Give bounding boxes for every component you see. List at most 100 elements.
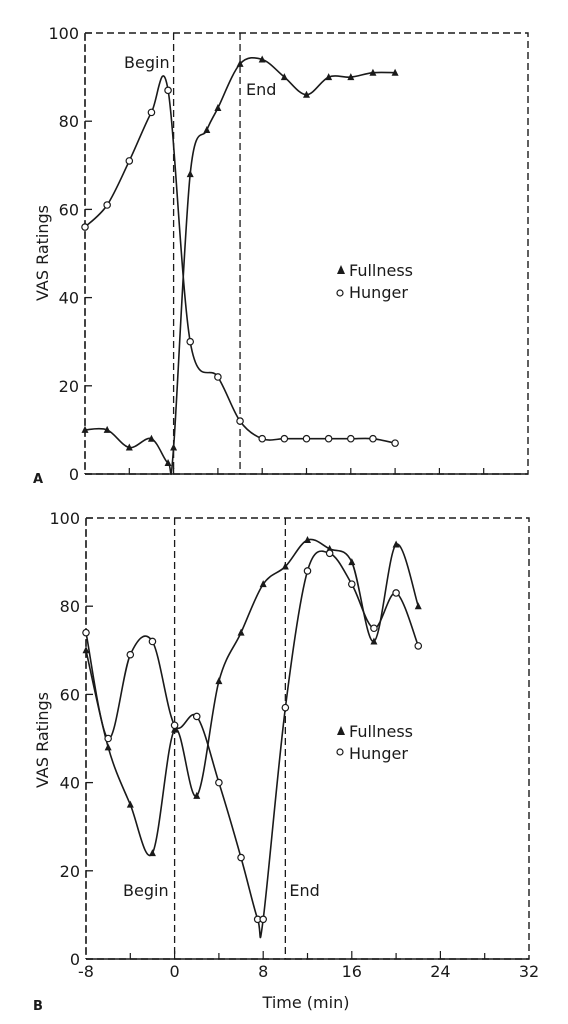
x-tick-label: 24 xyxy=(430,962,450,981)
legend-label-fullness: Fullness xyxy=(349,722,413,741)
data-point-hunger xyxy=(81,223,89,231)
data-point-fullness xyxy=(414,602,422,610)
data-point-fullness xyxy=(193,791,201,799)
data-point-hunger xyxy=(236,417,244,425)
data-point-hunger xyxy=(164,86,172,95)
data-point-hunger xyxy=(346,434,355,443)
data-point-hunger xyxy=(82,628,90,637)
data-point-hunger xyxy=(104,734,112,743)
legend-marker-fullness xyxy=(337,726,345,735)
x-tick-label: -8 xyxy=(78,962,94,981)
y-tick-label: 60 xyxy=(59,200,79,219)
data-point-hunger xyxy=(303,567,312,575)
data-point-hunger xyxy=(126,650,135,659)
annotation-label: Begin xyxy=(124,53,170,72)
y-tick-label: 40 xyxy=(59,289,79,308)
data-point-hunger xyxy=(347,580,356,588)
data-point-fullness xyxy=(164,458,172,466)
data-point-fullness xyxy=(236,59,244,67)
legend-marker-hunger xyxy=(336,748,344,756)
data-point-hunger xyxy=(370,624,378,633)
data-point-fullness xyxy=(369,68,377,76)
legend-marker-fullness xyxy=(337,265,345,274)
data-point-fullness xyxy=(147,434,155,442)
y-axis-label: VAS Ratings xyxy=(33,205,52,301)
data-point-hunger xyxy=(237,853,245,862)
data-point-hunger xyxy=(280,434,289,443)
data-point-hunger xyxy=(215,778,223,787)
data-point-fullness xyxy=(348,558,356,566)
data-point-hunger xyxy=(214,373,222,381)
x-tick-label: 32 xyxy=(519,962,539,981)
data-point-fullness xyxy=(148,849,156,857)
legend-marker-hunger xyxy=(336,289,344,297)
x-tick-label: 8 xyxy=(258,962,268,981)
y-tick-label: 60 xyxy=(60,685,80,704)
data-point-fullness xyxy=(303,90,310,98)
annotation-label: End xyxy=(289,881,319,900)
data-point-fullness xyxy=(81,425,89,433)
y-tick-label: 0 xyxy=(70,950,80,969)
y-axis-label: VAS Ratings xyxy=(33,692,52,788)
series-layer xyxy=(82,536,423,939)
plot-frame xyxy=(84,32,529,475)
y-tick-label: 80 xyxy=(60,597,80,616)
data-point-fullness xyxy=(391,68,399,76)
data-point-fullness xyxy=(280,73,288,81)
panel-a: 0 20 40 60 80 100 Begin End VAS Ratings A Full… xyxy=(33,24,529,487)
y-tick-label: 0 xyxy=(69,465,79,484)
y-ticks: 0 20 40 60 80 100 xyxy=(48,24,92,484)
data-point-fullness xyxy=(186,170,194,178)
x-tick-label: 16 xyxy=(342,962,362,981)
data-point-fullness xyxy=(325,73,333,81)
data-point-hunger xyxy=(414,642,423,650)
data-point-hunger xyxy=(103,201,111,209)
annotation-label: Begin xyxy=(123,881,169,900)
y-tick-label: 20 xyxy=(59,377,79,396)
y-tick-label: 100 xyxy=(48,24,79,43)
legend: Fullness Hunger xyxy=(336,722,413,763)
data-point-hunger xyxy=(369,434,377,443)
series-layer xyxy=(81,55,399,475)
data-point-hunger xyxy=(281,703,290,712)
data-point-hunger xyxy=(325,549,334,558)
data-point-hunger xyxy=(147,108,156,117)
data-point-fullness xyxy=(126,800,134,808)
data-point-fullness xyxy=(203,126,211,134)
annotations: Begin End xyxy=(123,518,320,959)
data-point-fullness xyxy=(281,562,289,570)
data-point-hunger xyxy=(170,721,179,730)
legend: Fullness Hunger xyxy=(336,261,413,302)
data-point-fullness xyxy=(125,443,133,451)
data-point-fullness xyxy=(370,637,378,645)
data-point-fullness xyxy=(392,540,400,548)
legend-label-fullness: Fullness xyxy=(349,261,413,280)
data-point-hunger xyxy=(324,434,333,443)
panel-label: A xyxy=(33,472,43,487)
data-point-fullness xyxy=(258,55,266,63)
legend-label-hunger: Hunger xyxy=(349,283,408,302)
data-point-hunger xyxy=(148,637,157,646)
x-axis-label: Time (min) xyxy=(262,993,350,1012)
data-point-hunger xyxy=(258,434,267,443)
y-tick-label: 40 xyxy=(60,774,80,793)
annotations: Begin End xyxy=(124,33,276,474)
annotation-label: End xyxy=(246,80,276,99)
data-point-fullness xyxy=(103,425,111,433)
data-point-hunger xyxy=(392,589,400,597)
data-point-fullness xyxy=(170,443,178,451)
legend-label-hunger: Hunger xyxy=(349,744,408,763)
y-ticks: 0 20 40 60 80 100 xyxy=(49,509,93,969)
data-point-hunger xyxy=(302,434,311,443)
data-point-fullness xyxy=(347,73,355,81)
x-tick-label: 0 xyxy=(170,962,180,981)
x-ticks: -8 0 8 16 24 32 xyxy=(78,951,539,981)
series-line-fullness xyxy=(85,538,420,857)
data-point-hunger xyxy=(192,712,201,721)
data-point-fullness xyxy=(82,646,90,654)
data-point-fullness xyxy=(214,103,222,111)
y-tick-label: 80 xyxy=(59,112,79,131)
data-point-fullness xyxy=(104,743,112,751)
data-point-hunger xyxy=(186,337,195,346)
